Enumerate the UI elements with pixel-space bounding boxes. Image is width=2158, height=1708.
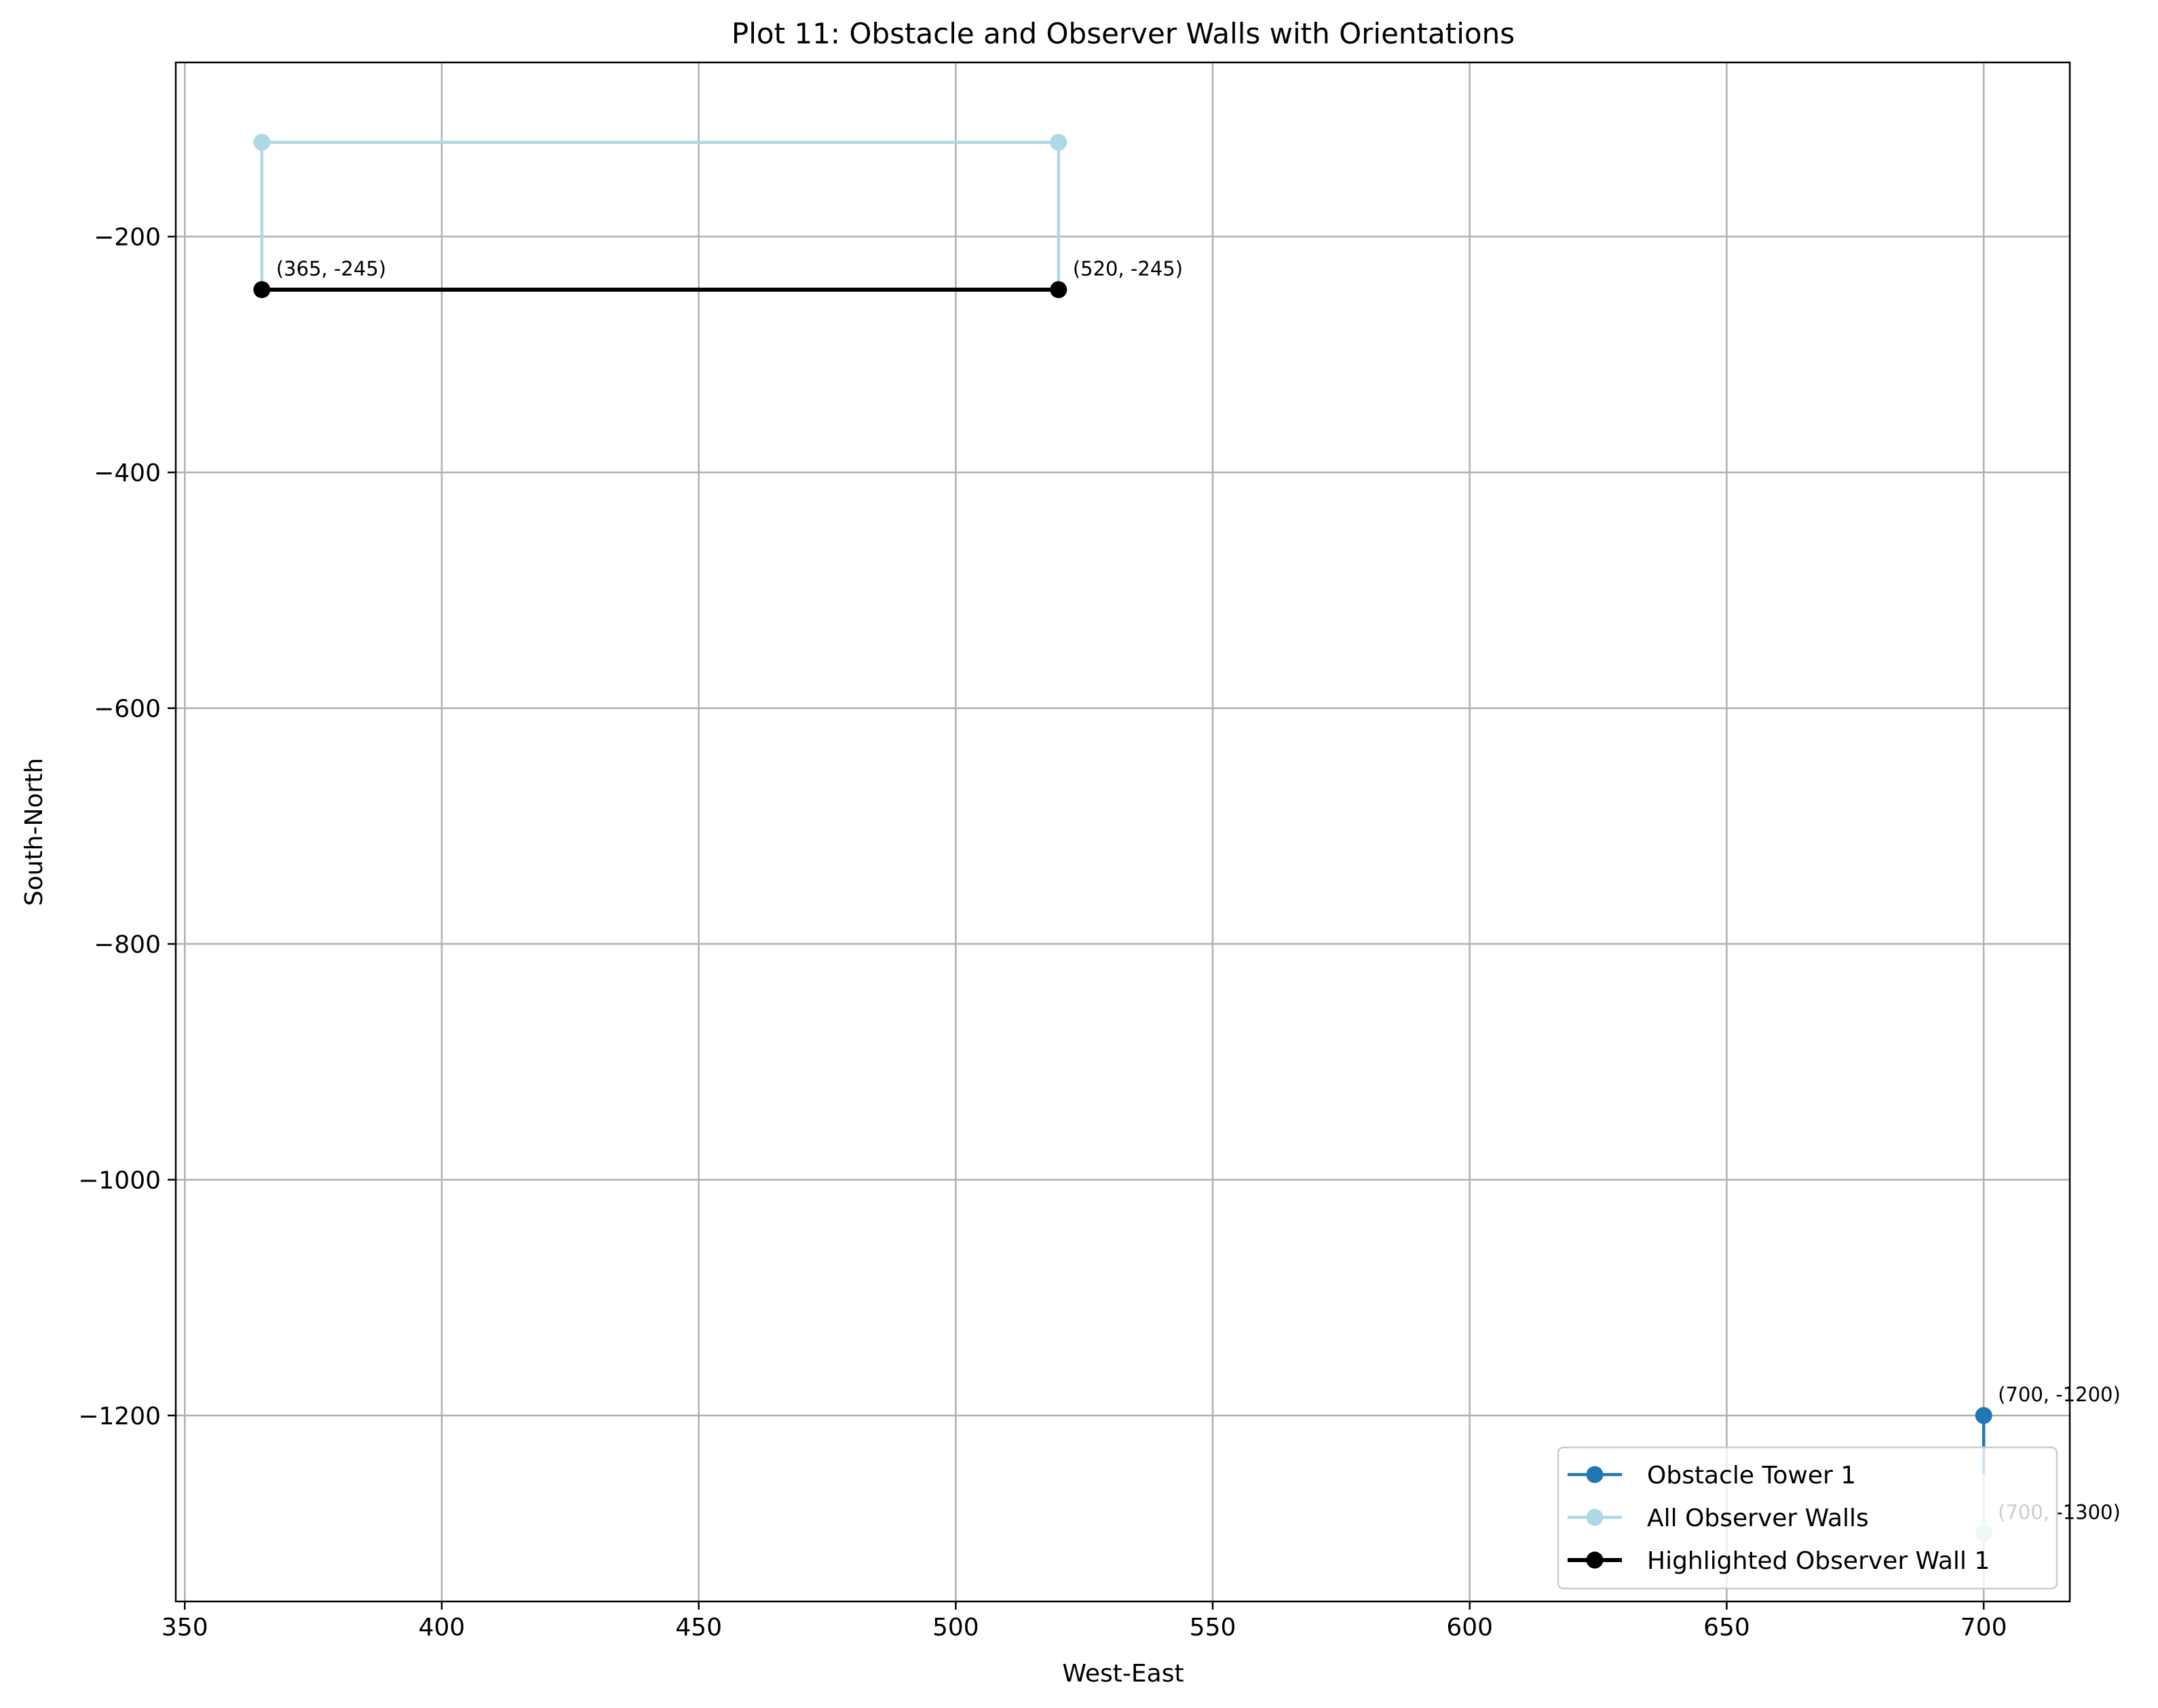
y-tick-label: −1200 xyxy=(78,1403,161,1430)
legend-label-all-observer-walls: All Observer Walls xyxy=(1647,1504,1869,1532)
y-tick-label: −600 xyxy=(94,696,161,723)
x-tick-label: 700 xyxy=(1961,1614,2007,1641)
x-axis-label: West-East xyxy=(1062,1660,1184,1688)
plot-frame xyxy=(174,61,2071,1603)
x-tick-label: 600 xyxy=(1446,1614,1493,1641)
point-annotation: (700, -1200) xyxy=(1998,1383,2121,1406)
x-tick-label: 400 xyxy=(419,1614,466,1641)
legend-box xyxy=(1557,1446,2058,1590)
all-observer-walls-point xyxy=(253,134,271,151)
y-axis-ticks: −200 −400 −600 −800 −1000 −1200 xyxy=(78,224,176,1430)
x-tick-label: 350 xyxy=(162,1614,208,1641)
legend-label-highlighted-observer-wall-1: Highlighted Observer Wall 1 xyxy=(1647,1547,1990,1575)
x-axis-ticks: 350 400 450 500 550 600 650 700 xyxy=(162,1601,2007,1641)
legend-marker-all-observer-walls xyxy=(1586,1508,1604,1526)
point-annotation: (365, -245) xyxy=(276,257,386,280)
legend-label-obstacle-tower-1: Obstacle Tower 1 xyxy=(1647,1462,1856,1489)
chart-title: Plot 11: Obstacle and Observer Walls wit… xyxy=(732,17,1515,50)
grid xyxy=(176,62,2070,1601)
annotations: (365, -245) (520, -245)(700, -1200)(700, … xyxy=(276,257,2121,1524)
obstacle-tower-1-point xyxy=(1975,1407,1992,1424)
legend-marker-highlighted-observer-wall-1 xyxy=(1586,1551,1604,1569)
highlighted-observer-wall-1-point xyxy=(1050,281,1067,299)
point-annotation: (520, -245) xyxy=(1073,257,1183,280)
legend-marker-obstacle-tower-1 xyxy=(1586,1466,1604,1483)
y-tick-label: −800 xyxy=(94,931,161,959)
x-tick-label: 500 xyxy=(932,1614,979,1641)
y-tick-label: −200 xyxy=(94,224,161,252)
y-tick-label: −1000 xyxy=(78,1166,161,1194)
legend: Obstacle Tower 1 All Observer Walls Highli… xyxy=(1557,1446,2058,1590)
all-observer-walls-point xyxy=(1050,134,1067,151)
x-tick-label: 650 xyxy=(1703,1614,1750,1641)
x-tick-label: 550 xyxy=(1190,1614,1236,1641)
y-tick-label: −400 xyxy=(94,459,161,487)
x-tick-label: 450 xyxy=(675,1614,722,1641)
highlighted-observer-wall-1-point xyxy=(253,281,271,299)
y-axis-label: South-North xyxy=(20,758,48,906)
